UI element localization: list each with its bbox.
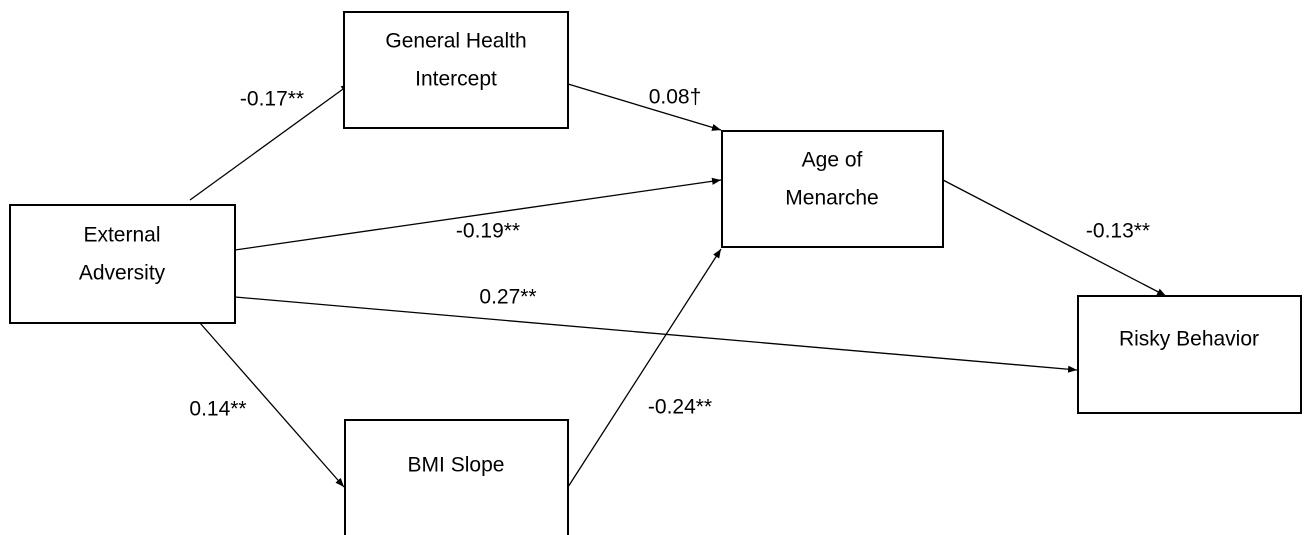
- arrow: [234, 296, 1078, 373]
- node-box: [721, 130, 944, 248]
- edge-label: -0.24**: [648, 396, 712, 419]
- arrow: [567, 83, 722, 131]
- arrow: [199, 322, 345, 488]
- node-label: Risky Behavior: [1119, 328, 1259, 351]
- edge-label: -0.19**: [456, 220, 520, 243]
- arrow: [189, 83, 351, 201]
- node-box: [344, 419, 569, 535]
- node-box: [343, 11, 569, 129]
- node-label: External: [83, 224, 160, 247]
- node-label: BMI Slope: [408, 454, 505, 477]
- edge-label: 0.08†: [649, 86, 702, 109]
- edge-label: 0.27**: [479, 286, 536, 309]
- arrow: [234, 177, 722, 251]
- edge-label: 0.14**: [189, 398, 246, 421]
- node-label: Adversity: [79, 262, 166, 285]
- arrow: [942, 179, 1167, 297]
- node-label: Age of: [802, 149, 863, 172]
- edge-label: -0.13**: [1086, 220, 1150, 243]
- arrow: [567, 248, 722, 488]
- node-label: Menarche: [785, 187, 878, 210]
- node-label: Intercept: [415, 68, 497, 91]
- node-box: [1077, 295, 1302, 414]
- node-box: [9, 204, 236, 324]
- node-label: General Health: [385, 30, 526, 53]
- edge-label: -0.17**: [240, 88, 304, 111]
